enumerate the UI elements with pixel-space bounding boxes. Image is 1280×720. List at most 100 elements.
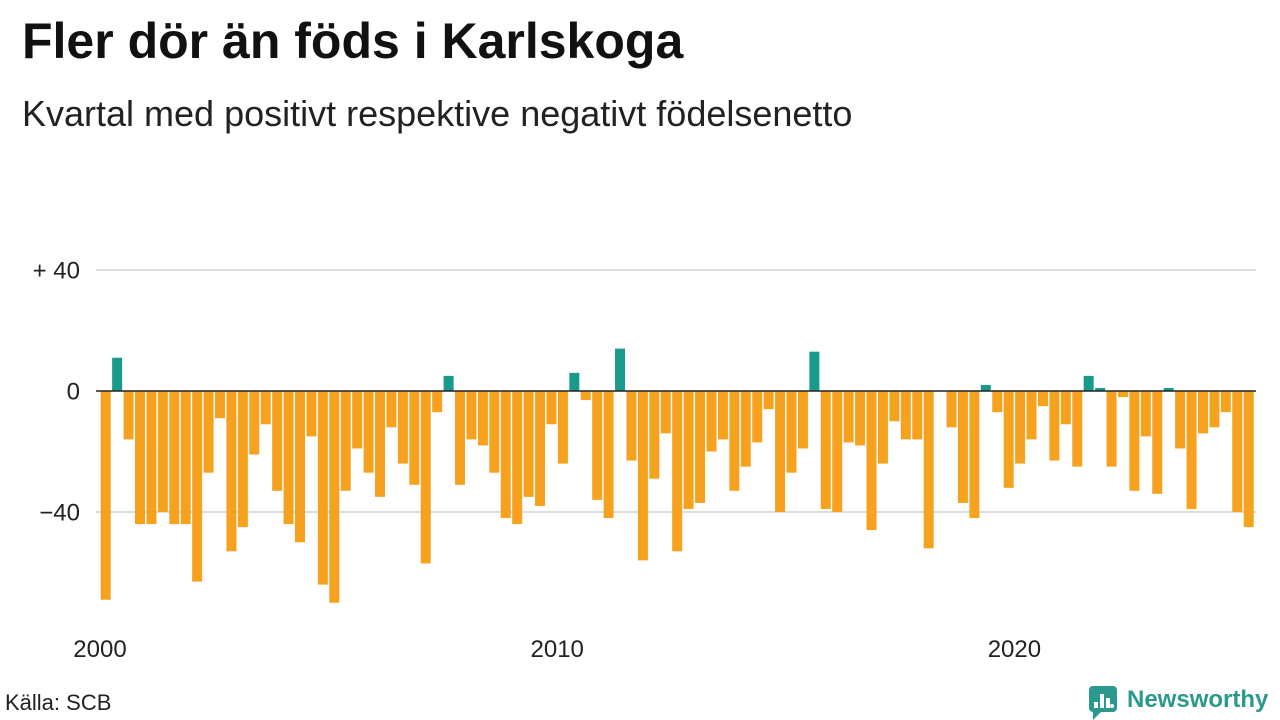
bar [306, 391, 317, 437]
bars [100, 348, 1254, 603]
chart-subtitle: Kvartal med positivt respektive negativt… [22, 93, 853, 134]
bar [980, 384, 991, 391]
bar [1037, 391, 1048, 407]
bar [100, 391, 111, 600]
bar [112, 357, 123, 391]
bar [500, 391, 511, 519]
bar [797, 391, 808, 449]
bar [1106, 391, 1117, 467]
bar [1015, 391, 1026, 464]
bar [1072, 391, 1083, 467]
bar [603, 391, 614, 519]
bar [1243, 391, 1254, 528]
bar [660, 391, 671, 434]
bar [295, 391, 306, 543]
bar [329, 391, 340, 603]
newsworthy-logo-text: Newsworthy [1127, 686, 1269, 713]
bar [786, 391, 797, 473]
bar [443, 375, 454, 391]
bar [512, 391, 523, 525]
bar [192, 391, 203, 582]
bar [352, 391, 363, 449]
bar [375, 391, 386, 497]
bar [1232, 391, 1243, 512]
bar [889, 391, 900, 422]
bar [923, 391, 934, 549]
bar [775, 391, 786, 512]
bar [1220, 391, 1231, 413]
bar [569, 372, 580, 391]
bar [215, 391, 225, 419]
bar [1209, 391, 1220, 428]
bar [272, 391, 283, 491]
bar [900, 391, 911, 440]
bar [763, 391, 774, 410]
bar [877, 391, 888, 464]
bar [363, 391, 374, 473]
bar [283, 391, 294, 525]
bar [649, 391, 660, 479]
bar [637, 391, 648, 561]
bar [386, 391, 397, 428]
bar [1060, 391, 1071, 425]
bar [123, 391, 134, 440]
bar [1186, 391, 1197, 509]
bar [912, 391, 923, 440]
bar [1003, 391, 1014, 488]
bar [455, 391, 466, 485]
x-tick-label: 2020 [988, 636, 1041, 663]
bar [397, 391, 408, 464]
bar [843, 391, 854, 443]
bar [432, 391, 443, 413]
bar [1026, 391, 1037, 440]
bar [717, 391, 728, 440]
x-tick-label: 2010 [531, 636, 584, 663]
bar [1095, 387, 1106, 391]
bar [832, 391, 843, 512]
bar [1140, 391, 1151, 437]
bar [992, 391, 1003, 413]
bar [317, 391, 328, 585]
bar [752, 391, 763, 443]
bar [146, 391, 157, 525]
bar [477, 391, 488, 446]
bar [260, 391, 271, 425]
bar [592, 391, 603, 500]
bar [695, 391, 706, 503]
bar [1117, 391, 1128, 398]
bar [866, 391, 877, 531]
bar [1175, 391, 1186, 449]
chart-title: Fler dör än föds i Karlskoga [22, 13, 684, 69]
bar [237, 391, 248, 528]
bar [535, 391, 546, 506]
bar [740, 391, 751, 467]
bar [249, 391, 260, 455]
bar [1049, 391, 1060, 461]
y-tick-label: 0 [67, 379, 80, 406]
y-tick-label: + 40 [33, 258, 80, 285]
bar [523, 391, 534, 497]
axis-labels: + 40 0 −40 2000 2010 2020 [33, 258, 1041, 664]
bar [820, 391, 831, 509]
newsworthy-logo: Newsworthy [1089, 686, 1269, 720]
bar [203, 391, 214, 473]
bar [683, 391, 694, 509]
bar [546, 391, 557, 425]
bar [134, 391, 145, 525]
bar [169, 391, 180, 525]
bar [557, 391, 568, 464]
source-note: Källa: SCB [5, 690, 112, 715]
bar [1152, 391, 1163, 494]
bar [946, 391, 957, 428]
bar [706, 391, 717, 452]
bar [420, 391, 431, 564]
bar [615, 348, 626, 391]
bar [409, 391, 420, 485]
bar [672, 391, 683, 552]
bar [180, 391, 191, 525]
bar [580, 391, 591, 401]
x-tick-label: 2000 [73, 636, 126, 663]
bar [809, 351, 820, 391]
bar [626, 391, 637, 461]
